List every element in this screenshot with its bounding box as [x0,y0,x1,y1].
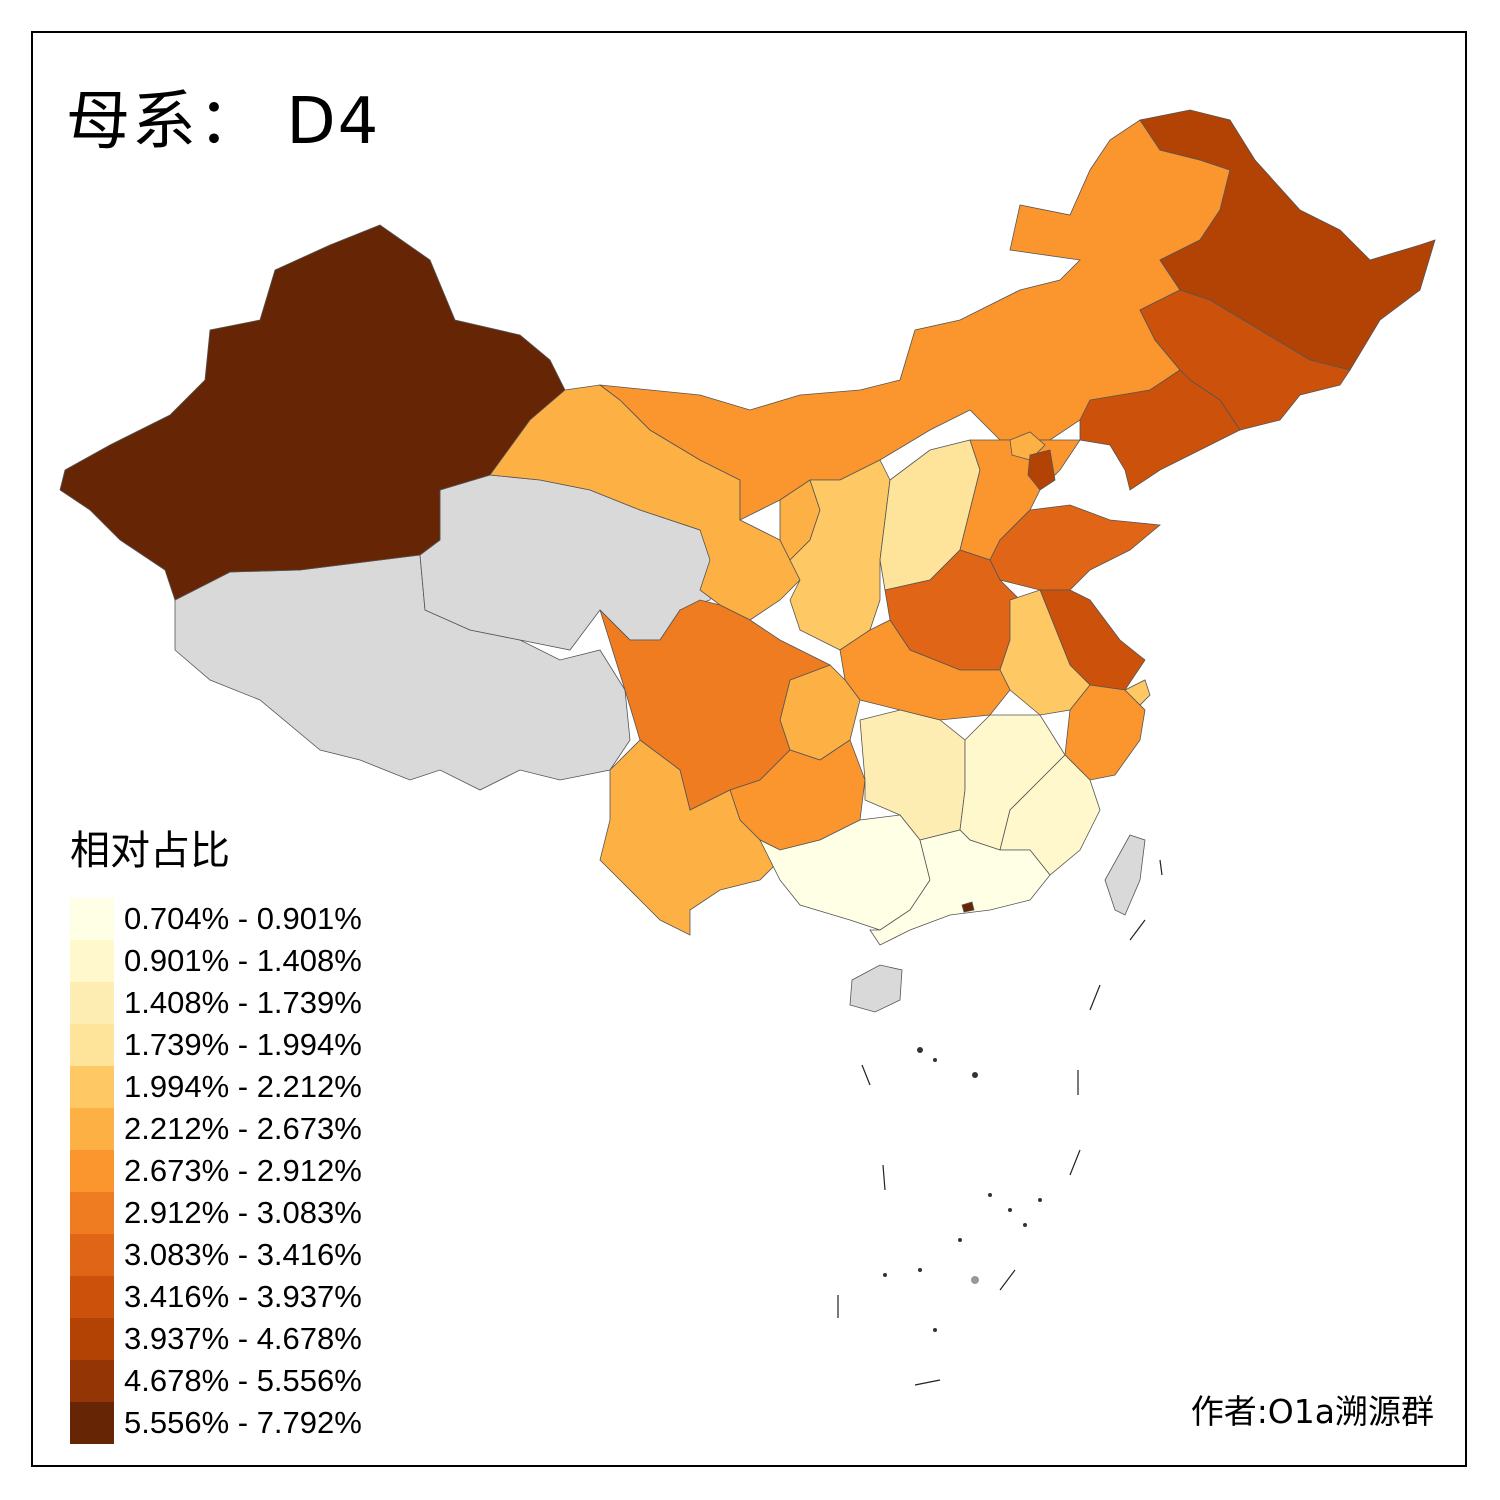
legend-label: 0.704% - 0.901% [124,901,362,936]
legend-item: 1.408% - 1.739% [70,982,362,1024]
region-hong-kong [961,901,975,913]
legend-item: 0.704% - 0.901% [70,898,362,940]
legend-swatch [70,898,114,940]
legend-label: 3.083% - 3.416% [124,1237,362,1272]
legend-label: 5.556% - 7.792% [124,1405,362,1440]
legend-item: 4.678% - 5.556% [70,1360,362,1402]
legend-label: 2.912% - 3.083% [124,1195,362,1230]
region-liaoning [1079,369,1241,491]
map-title: 母系： D4 [66,85,381,159]
legend-item: 2.673% - 2.912% [70,1150,362,1192]
legend-swatch [70,1066,114,1108]
author-credit: 作者:O1a溯源群 [1190,1392,1434,1431]
map-legend: 相对占比 0.704% - 0.901% 0.901% - 1.408% 1.408… [70,818,362,1444]
legend-swatch [70,1402,114,1444]
legend-item: 3.416% - 3.937% [70,1276,362,1318]
legend-item: 5.556% - 7.792% [70,1402,362,1444]
legend-label: 1.994% - 2.212% [124,1069,362,1104]
region-tianjin [1027,449,1056,491]
legend-label: 3.937% - 4.678% [124,1321,362,1356]
legend-swatch [70,982,114,1024]
legend-item: 3.937% - 4.678% [70,1318,362,1360]
legend-label: 0.901% - 1.408% [124,943,362,978]
legend-swatch [70,1318,114,1360]
legend-rows: 0.704% - 0.901% 0.901% - 1.408% 1.408% - 1… [70,898,362,1444]
legend-label: 1.739% - 1.994% [124,1027,362,1062]
region-shanghai [1124,679,1151,706]
legend-swatch [70,1192,114,1234]
legend-label: 1.408% - 1.739% [124,985,362,1020]
legend-label: 3.416% - 3.937% [124,1279,362,1314]
legend-title: 相对占比 [70,828,230,874]
legend-item: 2.212% - 2.673% [70,1108,362,1150]
legend-swatch [70,1276,114,1318]
legend-swatch [70,1108,114,1150]
legend-label: 2.673% - 2.912% [124,1153,362,1188]
legend-item: 1.994% - 2.212% [70,1066,362,1108]
legend-swatch [70,1234,114,1276]
legend-swatch [70,1024,114,1066]
legend-swatch [70,940,114,982]
legend-item: 1.739% - 1.994% [70,1024,362,1066]
legend-item: 2.912% - 3.083% [70,1192,362,1234]
legend-label: 4.678% - 5.556% [124,1363,362,1398]
legend-item: 0.901% - 1.408% [70,940,362,982]
legend-item: 3.083% - 3.416% [70,1234,362,1276]
region-taiwan [1104,834,1146,916]
legend-label: 2.212% - 2.673% [124,1111,362,1146]
legend-swatch [70,1360,114,1402]
region-yunnan [599,739,781,936]
region-beijing [1009,431,1046,461]
region-guangdong [869,829,1051,946]
south-china-sea-islands [837,859,1163,1386]
region-hainan [849,964,903,1013]
legend-swatch [70,1150,114,1192]
